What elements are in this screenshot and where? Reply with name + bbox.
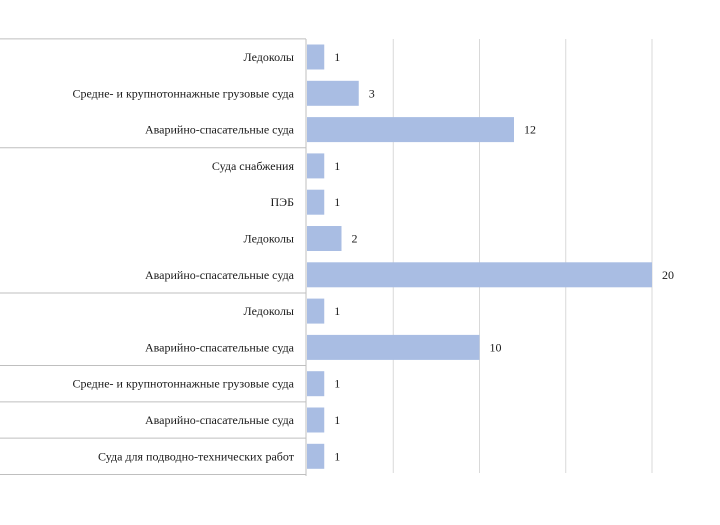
data-label: 3 [369,86,375,100]
category-label: Суда для подводно-технических работ [98,449,295,463]
category-label: Ледоколы [244,50,294,64]
data-label: 12 [524,123,536,137]
data-label: 1 [334,50,340,64]
bar [307,262,652,288]
bar [307,298,325,324]
bar [307,334,480,360]
category-label: Ледоколы [244,304,294,318]
bar [307,443,325,469]
data-label: 1 [334,413,340,427]
bar [307,153,325,179]
category-label: Аварийно-спасательные суда [145,413,295,427]
data-label: 1 [334,377,340,391]
bar [307,44,325,70]
bar [307,407,325,433]
data-label: 2 [352,232,358,246]
bar [307,117,514,143]
category-label: Аварийно-спасательные суда [145,268,295,282]
category-label: Ледоколы [244,232,294,246]
bar [307,80,359,106]
category-label: Средне- и крупнотоннажные грузовые суда [73,86,295,100]
data-label: 10 [490,340,502,354]
bar [307,189,325,215]
bar [307,371,325,397]
category-label: Аварийно-спасательные суда [145,123,295,137]
bar [307,226,342,251]
data-label: 20 [662,268,674,282]
category-label: ПЭБ [271,195,295,209]
data-label: 1 [334,304,340,318]
data-label: 1 [334,449,340,463]
data-label: 1 [334,195,340,209]
category-label: Суда снабжения [212,159,295,173]
data-label: 1 [334,159,340,173]
category-label: Средне- и крупнотоннажные грузовые суда [73,377,295,391]
category-label: Аварийно-спасательные суда [145,340,295,354]
